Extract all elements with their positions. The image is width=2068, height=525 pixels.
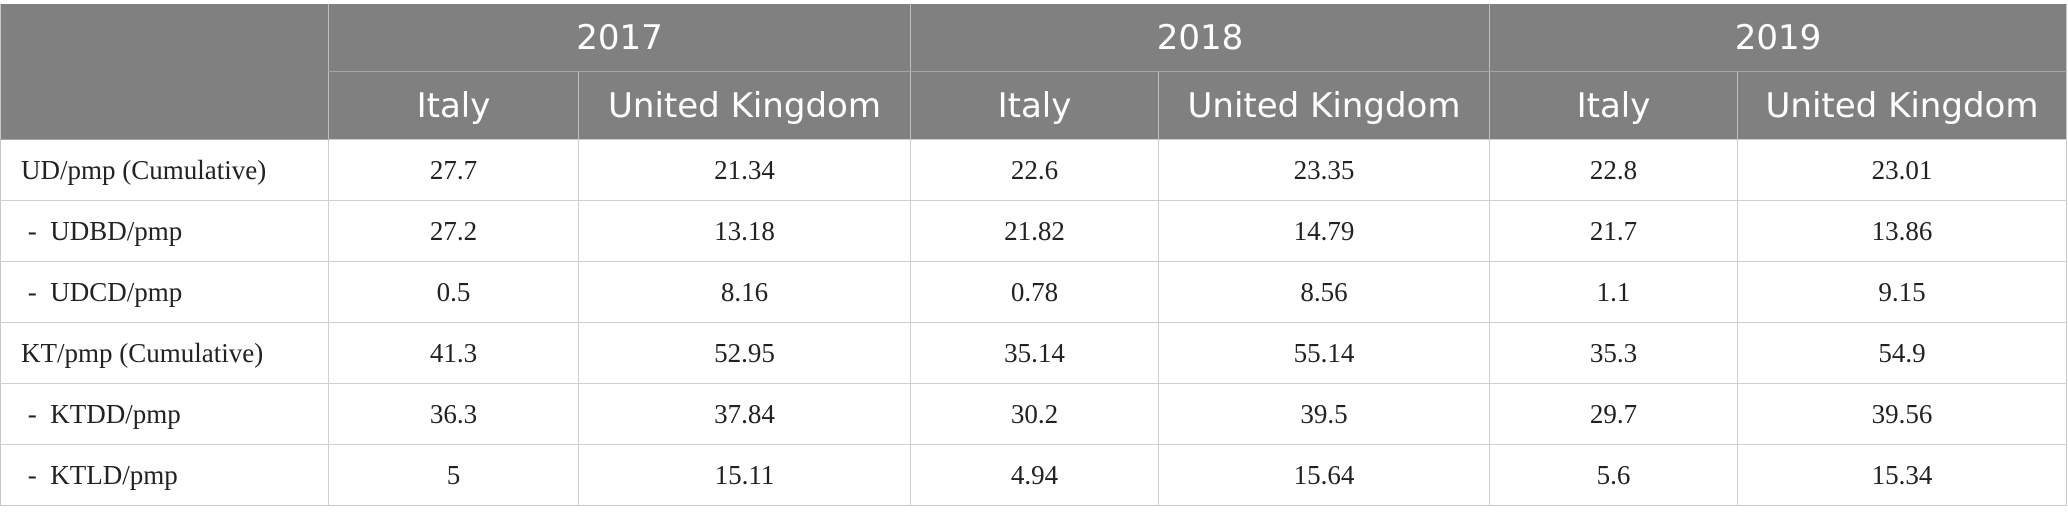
table-body: UD/pmp (Cumulative) 27.7 21.34 22.6 23.3…	[0, 139, 2067, 506]
table-cell: 22.8	[1489, 139, 1738, 201]
table-cell: 1.1	[1489, 261, 1738, 323]
country-header: United Kingdom	[578, 71, 911, 140]
table-cell: 52.95	[578, 322, 911, 384]
country-header: United Kingdom	[1158, 71, 1490, 140]
table-cell: 15.34	[1737, 444, 2067, 506]
table-row: KT/pmp (Cumulative) 41.3 52.95 35.14 55.…	[0, 322, 2067, 384]
table-row: - KTDD/pmp 36.3 37.84 30.2 39.5 29.7 39.…	[0, 383, 2067, 445]
table-cell: 21.7	[1489, 200, 1738, 262]
table-cell: 22.6	[910, 139, 1159, 201]
table-cell: 21.34	[578, 139, 911, 201]
row-label: - KTLD/pmp	[0, 444, 329, 506]
country-header: Italy	[328, 71, 579, 140]
table-cell: 21.82	[910, 200, 1159, 262]
table-cell: 5.6	[1489, 444, 1738, 506]
table-cell: 15.11	[578, 444, 911, 506]
data-table-container: 2017 2018 2019 Italy United Kingdom Ital…	[0, 4, 2067, 506]
year-header-2017: 2017	[328, 4, 911, 72]
row-label: UD/pmp (Cumulative)	[0, 139, 329, 201]
country-header: Italy	[910, 71, 1159, 140]
table-cell: 55.14	[1158, 322, 1490, 384]
table-header: 2017 2018 2019 Italy United Kingdom Ital…	[0, 4, 2067, 140]
table-cell: 35.3	[1489, 322, 1738, 384]
table-cell: 27.2	[328, 200, 579, 262]
table-cell: 23.35	[1158, 139, 1490, 201]
table-cell: 29.7	[1489, 383, 1738, 445]
table-cell: 35.14	[910, 322, 1159, 384]
table-row: - UDCD/pmp 0.5 8.16 0.78 8.56 1.1 9.15	[0, 261, 2067, 323]
table-cell: 5	[328, 444, 579, 506]
table-cell: 8.16	[578, 261, 911, 323]
table-cell: 15.64	[1158, 444, 1490, 506]
table-cell: 0.78	[910, 261, 1159, 323]
year-header-2019: 2019	[1489, 4, 2067, 72]
table-cell: 9.15	[1737, 261, 2067, 323]
table-cell: 14.79	[1158, 200, 1490, 262]
row-label: - UDBD/pmp	[0, 200, 329, 262]
table-row: - UDBD/pmp 27.2 13.18 21.82 14.79 21.7 1…	[0, 200, 2067, 262]
row-label: - KTDD/pmp	[0, 383, 329, 445]
table-cell: 23.01	[1737, 139, 2067, 201]
table-cell: 41.3	[328, 322, 579, 384]
country-header: United Kingdom	[1737, 71, 2067, 140]
table-cell: 4.94	[910, 444, 1159, 506]
country-header-row: Italy United Kingdom Italy United Kingdo…	[1, 71, 2067, 140]
data-table: 2017 2018 2019 Italy United Kingdom Ital…	[0, 4, 2067, 506]
table-cell: 0.5	[328, 261, 579, 323]
table-cell: 37.84	[578, 383, 911, 445]
table-row: UD/pmp (Cumulative) 27.7 21.34 22.6 23.3…	[0, 139, 2067, 201]
table-row: - KTLD/pmp 5 15.11 4.94 15.64 5.6 15.34	[0, 444, 2067, 506]
corner-header-cell	[0, 4, 329, 140]
country-header: Italy	[1489, 71, 1738, 140]
table-cell: 36.3	[328, 383, 579, 445]
year-header-2018: 2018	[910, 4, 1490, 72]
table-cell: 30.2	[910, 383, 1159, 445]
table-cell: 39.5	[1158, 383, 1490, 445]
table-cell: 39.56	[1737, 383, 2067, 445]
row-label: KT/pmp (Cumulative)	[0, 322, 329, 384]
row-label: - UDCD/pmp	[0, 261, 329, 323]
table-cell: 13.86	[1737, 200, 2067, 262]
table-cell: 8.56	[1158, 261, 1490, 323]
table-cell: 13.18	[578, 200, 911, 262]
table-cell: 54.9	[1737, 322, 2067, 384]
year-header-row: 2017 2018 2019	[0, 4, 2067, 140]
table-cell: 27.7	[328, 139, 579, 201]
